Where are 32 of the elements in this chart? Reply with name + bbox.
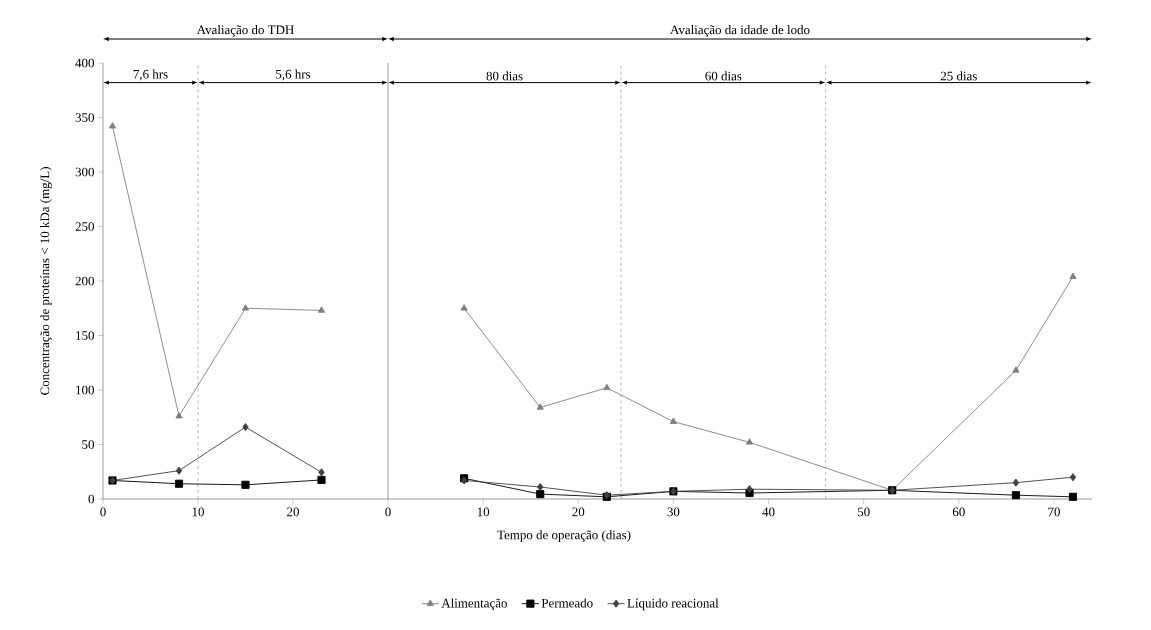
legend-label: Permeado bbox=[541, 598, 593, 608]
x-tick-label: 0 bbox=[100, 507, 106, 517]
y-tick-label: 50 bbox=[82, 440, 94, 449]
y-axis-title: Concentração de proteínas < 10 kDa (mg/L) bbox=[40, 167, 52, 395]
x-tick-label: 40 bbox=[762, 507, 775, 517]
legend-label: Líquido reacional bbox=[627, 598, 719, 611]
x-tick-label: 10 bbox=[477, 507, 490, 517]
annotation: 5,6 hrs bbox=[276, 69, 311, 81]
y-tick-label: 100 bbox=[76, 385, 94, 395]
x-tick-label: 50 bbox=[857, 507, 870, 517]
annotation: 80 dias bbox=[486, 71, 523, 81]
x-tick-label: 0 bbox=[385, 507, 391, 517]
x-tick-label: 10 bbox=[192, 507, 204, 517]
annotation: 7,6 hrs bbox=[133, 69, 168, 81]
y-tick-label: 400 bbox=[75, 58, 94, 68]
x-tick-label: 20 bbox=[287, 507, 299, 517]
y-tick-label: 250 bbox=[75, 222, 94, 231]
x-tick-label: 60 bbox=[952, 507, 965, 517]
y-tick-label: 200 bbox=[75, 276, 94, 286]
x-tick-label: 20 bbox=[572, 507, 585, 517]
annotation: 25 dias bbox=[940, 71, 977, 81]
text: Avaliação do TDH bbox=[196, 25, 294, 37]
y-tick-label: 0 bbox=[88, 494, 94, 504]
x-axis-title: Tempo de operação (dias) bbox=[497, 530, 631, 542]
x-tick-label: 70 bbox=[1048, 507, 1060, 517]
annotation: 60 dias bbox=[705, 71, 742, 81]
y-tick-label: 150 bbox=[76, 331, 94, 340]
legend-label: Alimentação bbox=[441, 598, 507, 611]
y-tick-label: 300 bbox=[75, 167, 94, 177]
x-tick-label: 30 bbox=[667, 507, 680, 517]
text: Avaliação da idade de lodo bbox=[670, 25, 810, 37]
y-tick-label: 350 bbox=[75, 113, 94, 122]
